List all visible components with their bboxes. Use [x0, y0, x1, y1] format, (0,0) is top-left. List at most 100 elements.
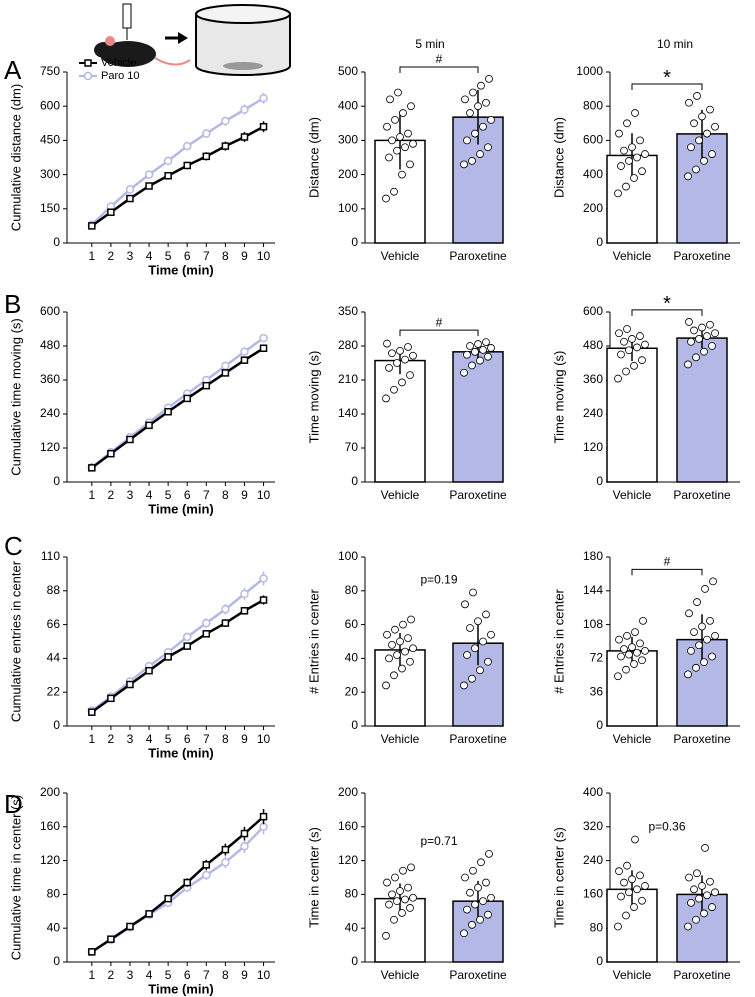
data-point: [703, 332, 711, 340]
data-point: [617, 162, 625, 170]
marker: [240, 829, 249, 838]
y-tick-label: 140: [338, 406, 358, 420]
data-point: [407, 615, 415, 624]
data-point: [631, 628, 639, 637]
y-tick-label: 600: [40, 304, 60, 318]
data-point: [708, 903, 716, 911]
data-point: [687, 898, 695, 907]
data-point: [638, 896, 646, 905]
y-tick-label: 400: [338, 98, 358, 112]
data-point: [484, 352, 492, 361]
marker: [259, 822, 268, 832]
data-point: [695, 641, 703, 650]
data-point: [633, 648, 641, 657]
y-tick-label: 70: [345, 440, 359, 454]
data-point: [404, 129, 412, 138]
x-tick-label: 5: [165, 968, 172, 982]
data-point: [460, 681, 468, 690]
bar: [374, 359, 426, 483]
y-tick-label: 200: [338, 167, 358, 181]
y-tick-label: 110: [41, 549, 60, 563]
data-point: [468, 361, 476, 370]
data-point: [641, 340, 649, 349]
y-tick-label: 600: [40, 98, 60, 112]
data-point: [706, 877, 714, 886]
y-tick-label: 0: [53, 235, 60, 249]
y-tick-label: 120: [583, 440, 603, 454]
data-point: [485, 849, 493, 858]
data-point: [638, 167, 646, 176]
y-tick-label: 60: [345, 617, 359, 631]
data-point: [630, 660, 638, 668]
marker: [183, 642, 191, 650]
marker: [107, 694, 115, 703]
data-point: [382, 394, 390, 403]
syringe: [122, 3, 132, 29]
data-point: [383, 339, 391, 348]
data-point: [391, 625, 399, 634]
data-point: [407, 863, 415, 872]
significance-bracket: [631, 309, 703, 316]
data-point: [383, 878, 391, 887]
data-point: [685, 873, 693, 882]
marker: [259, 122, 268, 131]
data-point: [407, 102, 415, 111]
marker: [145, 666, 153, 675]
data-point: [687, 646, 695, 655]
marker: [202, 152, 211, 161]
data-point: [693, 869, 701, 878]
y-tick-label: 750: [40, 64, 60, 78]
marker: [221, 858, 230, 867]
data-point: [388, 890, 396, 899]
data-point: [638, 356, 646, 365]
data-point: [693, 598, 701, 606]
marker: [240, 356, 249, 364]
series-line: [91, 598, 265, 714]
y-tick-label: 600: [583, 133, 603, 147]
x-tick-label: 6: [184, 488, 191, 502]
x-tick-label: Vehicle: [613, 488, 652, 502]
data-point: [625, 650, 633, 659]
data-point: [482, 338, 490, 347]
marker: [125, 185, 135, 194]
marker: [164, 653, 172, 661]
y-tick-label: 0: [351, 474, 358, 488]
x-tick-label: 3: [127, 968, 134, 982]
y-tick-label: 480: [40, 338, 60, 352]
data-point: [393, 651, 401, 659]
x-tick-label: 6: [184, 732, 191, 746]
annotation: #: [664, 555, 671, 569]
data-point: [466, 888, 474, 897]
data-point: [469, 866, 477, 875]
data-point: [700, 347, 708, 356]
x-tick-label: 9: [241, 249, 248, 263]
data-point: [468, 157, 476, 165]
data-point: [487, 344, 495, 352]
y-axis-label: Cumulative time in center (s): [8, 795, 23, 960]
y-axis-label: # Entries in center: [551, 588, 566, 693]
x-tick-label: 4: [146, 968, 153, 982]
data-point: [708, 150, 716, 158]
marker: [145, 421, 153, 430]
data-point: [687, 337, 695, 346]
data-point: [636, 332, 644, 340]
data-point: [701, 844, 709, 852]
data-point: [476, 915, 484, 924]
y-tick-label: 0: [53, 474, 60, 488]
data-point: [388, 640, 396, 649]
data-point: [463, 905, 471, 914]
data-point: [463, 651, 471, 659]
data-point: [463, 350, 471, 359]
bar: [676, 337, 728, 483]
y-tick-label: 300: [338, 133, 358, 147]
series-line: [90, 97, 265, 226]
marker: [163, 156, 173, 166]
x-tick-label: 4: [146, 249, 153, 263]
data-point: [630, 174, 638, 182]
data-point: [393, 359, 401, 367]
marker: [183, 161, 191, 170]
y-tick-label: 360: [40, 372, 60, 386]
y-axis-label: Distance (dm): [551, 117, 566, 198]
marker: [182, 632, 192, 642]
